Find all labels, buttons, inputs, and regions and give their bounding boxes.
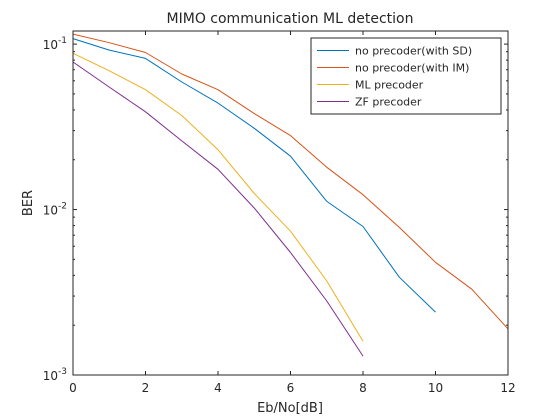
- legend: no precoder(with SD) no precoder(with IM)…: [310, 37, 502, 115]
- x-axis-label: Eb/No[dB]: [257, 401, 323, 416]
- legend-label: ZF precoder: [355, 96, 422, 109]
- x-tick-label: 4: [214, 381, 222, 395]
- series-layer: [72, 33, 509, 357]
- legend-label: no precoder(with SD): [355, 45, 472, 58]
- y-tick-label-base: 10: [43, 369, 58, 383]
- series-line-1: [72, 38, 436, 313]
- legend-label: no precoder(with IM): [355, 62, 469, 75]
- y-tick-label-base: 10: [43, 204, 58, 218]
- x-tick-label: 12: [500, 381, 515, 395]
- y-tick-label-exponent: -1: [58, 36, 67, 46]
- y-tick-label-exponent: -3: [58, 367, 67, 377]
- y-tick-label-base: 10: [43, 38, 58, 52]
- series-line-3: [72, 52, 364, 342]
- chart-title: MIMO communication ML detection: [167, 11, 414, 27]
- legend-label: ML precoder: [355, 79, 424, 92]
- x-tick-label: 8: [359, 381, 367, 395]
- y-tick-label: 10-2: [43, 202, 67, 218]
- y-tick-label-exponent: -2: [58, 202, 67, 212]
- x-tick-label: 10: [428, 381, 443, 395]
- y-axis-label: BER: [21, 190, 36, 216]
- y-tick-label: 10-3: [43, 367, 67, 383]
- series-line-4: [72, 61, 364, 357]
- x-tick-label: 0: [69, 381, 77, 395]
- x-tick-label: 6: [287, 381, 295, 395]
- x-tick-label: 2: [142, 381, 150, 395]
- series-line-2: [72, 33, 509, 330]
- y-tick-label: 10-1: [43, 36, 67, 52]
